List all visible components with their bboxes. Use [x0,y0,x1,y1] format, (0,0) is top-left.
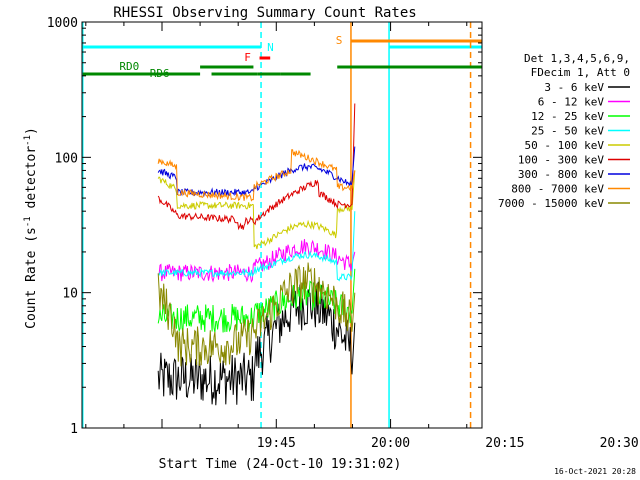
series-line-3 [157,211,356,282]
series-line-4 [157,170,356,250]
x-tick-label: 20:15 [485,436,524,451]
y-tick-label: 1000 [47,16,78,31]
flag-label-f: F [244,51,251,64]
y-tick-label: 100 [55,151,78,166]
y-axis-label: Count Rate (s-1 detector-1) [23,127,39,329]
y-tick-label: 10 [62,287,78,302]
series-line-0 [157,281,356,406]
legend-header: FDecim 1, Att 0 [531,66,630,79]
legend-label: 6 - 12 keV [538,96,605,109]
flag-label-rd0: RD0 [119,60,139,73]
series-line-8 [157,262,356,367]
plot-frame [81,21,483,429]
series-line-2 [157,268,356,333]
chart-title: RHESSI Observing Summary Count Rates [113,5,416,21]
legend-label: 50 - 100 keV [525,139,605,152]
legend-label: 3 - 6 keV [544,81,604,94]
x-tick-label: 20:30 [600,436,639,451]
legend-label: 25 - 50 keV [531,125,604,138]
x-tick-label: 19:45 [257,436,296,451]
legend-header: Det 1,3,4,5,6,9, [524,52,630,65]
x-tick-label: 20:00 [371,436,410,451]
legend-label: 12 - 25 keV [531,110,604,123]
flag-label-rd6: RD6 [150,67,170,80]
legend-label: 7000 - 15000 keV [498,197,604,210]
flag-label-n: N [267,41,274,54]
legend-label: 800 - 7000 keV [511,183,604,196]
legend-label: 100 - 300 keV [518,154,604,167]
flag-label-s: S [336,34,343,47]
series-line-6 [157,146,356,198]
series-line-5 [157,103,356,231]
legend-label: 300 - 800 keV [518,168,604,181]
x-axis-label: Start Time (24-Oct-10 19:31:02) [159,457,402,472]
footer-timestamp: 16-Oct-2021 20:28 [554,467,636,476]
series-line-7 [157,149,356,202]
y-tick-label: 1 [70,422,78,437]
